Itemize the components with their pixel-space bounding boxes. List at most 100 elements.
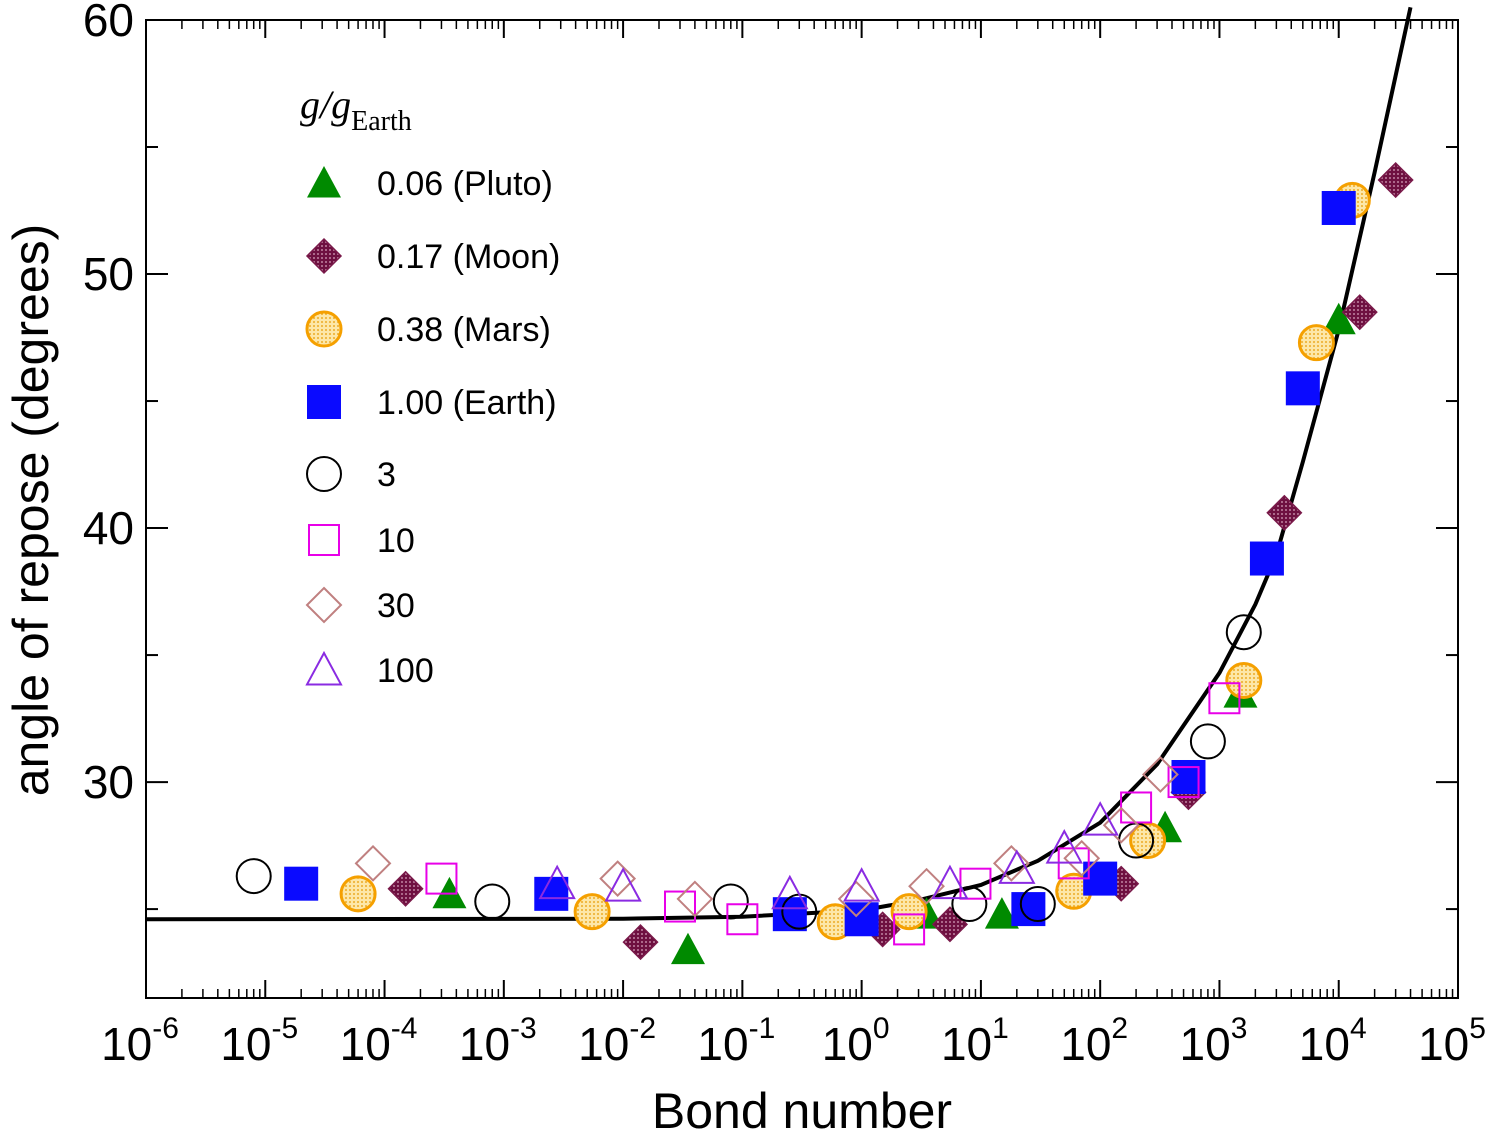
x-tick-base: 10 bbox=[459, 1018, 510, 1070]
legend-marker-5 bbox=[308, 524, 340, 556]
data-point bbox=[1341, 294, 1378, 331]
x-axis-title: Bond number bbox=[652, 1083, 952, 1135]
data-point bbox=[1045, 829, 1083, 864]
x-tick-exponent: -3 bbox=[510, 1012, 537, 1045]
x-tick-exponent: -2 bbox=[629, 1012, 656, 1045]
x-tick-label: 102 bbox=[1060, 1012, 1128, 1070]
legend-label-1: 0.17 (Moon) bbox=[377, 238, 560, 276]
y-tick-label: 40 bbox=[83, 502, 134, 554]
data-point bbox=[837, 880, 875, 918]
data-point bbox=[354, 844, 392, 882]
data-point bbox=[670, 932, 705, 965]
x-tick-exponent: 3 bbox=[1231, 1012, 1248, 1045]
x-tick-exponent: -6 bbox=[152, 1012, 179, 1045]
x-tick-exponent: 2 bbox=[1111, 1012, 1128, 1045]
legend-label-3: 1.00 (Earth) bbox=[377, 384, 557, 422]
data-point bbox=[284, 866, 319, 901]
x-tick-base: 10 bbox=[101, 1018, 152, 1070]
data-point bbox=[573, 893, 611, 931]
data-point bbox=[1266, 494, 1303, 531]
x-tick-label: 10-1 bbox=[697, 1012, 775, 1070]
x-tick-base: 10 bbox=[822, 1018, 873, 1070]
series-3 bbox=[284, 190, 1356, 937]
data-point bbox=[534, 876, 569, 911]
x-tick-label: 100 bbox=[822, 1012, 890, 1070]
legend-marker-3 bbox=[307, 385, 341, 419]
legend-marker-1 bbox=[305, 237, 343, 275]
x-tick-exponent: -1 bbox=[749, 1012, 776, 1045]
axes-layer: 10-6 10-5 10-4 10-3 10-2 10-1 100 101 102 103 104 1… bbox=[83, 0, 1486, 1070]
data-point bbox=[712, 883, 749, 920]
legend-label-0: 0.06 (Pluto) bbox=[377, 165, 553, 203]
x-tick-base: 10 bbox=[1060, 1018, 1111, 1070]
legend-marker-4 bbox=[306, 456, 342, 492]
data-point bbox=[599, 860, 637, 898]
legend-title-subscript: Earth bbox=[351, 106, 412, 137]
series-6 bbox=[354, 756, 1179, 918]
data-point bbox=[1189, 723, 1226, 760]
data-point bbox=[432, 876, 467, 909]
series-7 bbox=[538, 801, 1119, 910]
x-tick-exponent: -5 bbox=[272, 1012, 299, 1045]
y-axis-title: angle of repose (degrees) bbox=[3, 224, 59, 797]
data-point bbox=[771, 874, 809, 910]
data-point bbox=[1142, 756, 1179, 793]
data-point bbox=[844, 902, 879, 937]
data-point bbox=[1171, 759, 1206, 794]
data-point bbox=[604, 867, 642, 902]
legend-label-4: 3 bbox=[377, 456, 396, 494]
legend-marker-7 bbox=[305, 650, 343, 686]
data-point bbox=[908, 867, 945, 905]
legend-label-6: 30 bbox=[377, 587, 415, 625]
x-tick-base: 10 bbox=[941, 1018, 992, 1070]
x-tick-exponent: -4 bbox=[391, 1012, 418, 1045]
data-point bbox=[1208, 682, 1241, 715]
axis-labels-layer: Bond number angle of repose (degrees) bbox=[3, 224, 952, 1135]
data-point bbox=[387, 870, 424, 907]
x-tick-label: 10-3 bbox=[459, 1012, 537, 1070]
legend-label-2: 0.38 (Mars) bbox=[377, 311, 551, 349]
x-tick-base: 10 bbox=[578, 1018, 629, 1070]
data-point bbox=[1081, 801, 1119, 836]
x-tick-label: 10-6 bbox=[101, 1012, 179, 1070]
data-point bbox=[842, 867, 881, 902]
data-point bbox=[959, 867, 992, 900]
x-tick-label: 101 bbox=[941, 1012, 1009, 1070]
x-tick-base: 10 bbox=[1418, 1018, 1469, 1070]
data-point bbox=[1321, 190, 1356, 225]
data-point bbox=[726, 903, 759, 936]
data-point bbox=[984, 897, 1019, 929]
legend-label-7: 100 bbox=[377, 652, 434, 690]
legend-marker-0 bbox=[307, 166, 341, 198]
legend-title: g/gEarth bbox=[300, 82, 412, 137]
data-point bbox=[1321, 302, 1356, 335]
legend-title-main: g/g bbox=[300, 82, 351, 127]
x-tick-label: 10-4 bbox=[340, 1012, 418, 1070]
x-tick-exponent: 0 bbox=[873, 1012, 890, 1045]
data-point bbox=[890, 893, 928, 931]
fit-curve-line bbox=[145, 6, 1413, 922]
data-point bbox=[1249, 541, 1284, 576]
series-2 bbox=[339, 181, 1371, 941]
legend-label-5: 10 bbox=[377, 522, 415, 560]
data-point bbox=[1129, 822, 1167, 860]
x-tick-exponent: 1 bbox=[992, 1012, 1009, 1045]
x-tick-label: 10-2 bbox=[578, 1012, 656, 1070]
x-tick-label: 103 bbox=[1180, 1012, 1248, 1070]
data-point bbox=[1297, 324, 1335, 362]
data-point bbox=[1225, 614, 1262, 651]
x-tick-label: 105 bbox=[1418, 1012, 1486, 1070]
fit-curve-layer bbox=[145, 6, 1413, 922]
x-tick-base: 10 bbox=[1299, 1018, 1350, 1070]
data-point bbox=[1019, 886, 1056, 923]
series-5 bbox=[425, 682, 1241, 946]
data-point bbox=[235, 858, 272, 895]
x-tick-label: 10-5 bbox=[220, 1012, 298, 1070]
data-point bbox=[1063, 839, 1101, 877]
data-point bbox=[893, 913, 926, 946]
y-tick-label: 30 bbox=[83, 756, 134, 808]
data-point bbox=[1285, 371, 1320, 406]
legend-marker-2 bbox=[305, 310, 343, 348]
x-tick-base: 10 bbox=[220, 1018, 271, 1070]
